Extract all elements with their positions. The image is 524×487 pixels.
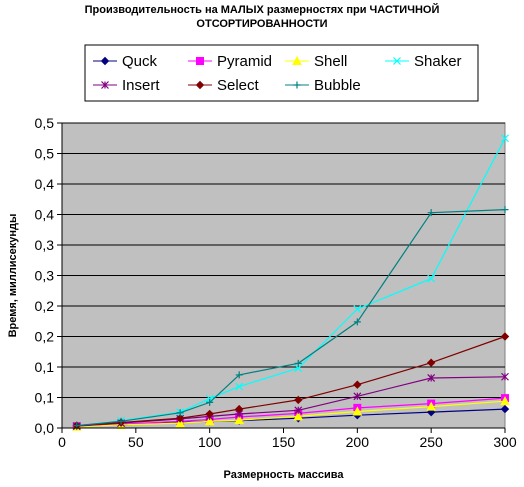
title-line: Производительность на МАЛЫХ размерностях…	[85, 3, 440, 16]
data-point-select	[234, 404, 244, 414]
data-point-bubble	[427, 209, 435, 217]
legend-item-select: Select	[188, 77, 260, 94]
title-line: ОТСОРТИРОВАННОСТИ	[196, 18, 327, 30]
legend-marker-quck	[100, 56, 110, 66]
data-point-shell	[204, 416, 215, 426]
y-tick-label: 0,0	[35, 420, 55, 436]
data-point-bubble	[117, 417, 125, 425]
y-tick-label: 0,2	[35, 298, 55, 314]
legend: Quck Pyramid Shell Shaker Insert Select Bubble	[84, 44, 479, 102]
y-tick-label: 0,1	[35, 390, 55, 406]
legend-label-insert: Insert	[122, 77, 160, 94]
data-point-bubble	[501, 206, 509, 214]
data-point-shell	[500, 396, 510, 406]
data-point-shell	[426, 401, 436, 411]
y-tick-label: 0,3	[35, 268, 55, 284]
x-tick-label: 100	[198, 434, 222, 450]
data-point-select	[500, 332, 510, 341]
legend-item-bubble: Bubble	[285, 77, 361, 94]
y-tick-label: 0,5	[35, 115, 55, 131]
axes: 0,0 0,1 0,1 0,2 0,2 0,3 0,3 0,4 0,4 0,5 0,5 0 50 100 1…	[7, 115, 517, 481]
y-tick-label: 0,5	[35, 146, 55, 162]
legend-marker-select	[195, 80, 205, 90]
data-point-insert	[353, 392, 362, 401]
data-point-select	[175, 414, 185, 423]
plot-area	[61, 122, 510, 431]
legend-label-shell: Shell	[314, 53, 347, 70]
x-tick-label: 0	[58, 434, 66, 450]
data-point-select	[353, 380, 362, 389]
data-point-insert	[427, 374, 436, 382]
data-point-shell	[293, 411, 304, 421]
y-axis-label: Время, миллисекунды	[7, 214, 19, 338]
data-point-insert	[294, 406, 303, 415]
chart-title: Производительность на МАЛЫХ размерностях…	[85, 3, 440, 30]
data-point-shell	[352, 406, 363, 416]
y-tick-label: 0,4	[35, 176, 55, 192]
legend-marker-bubble	[293, 81, 301, 89]
legend-label-shaker: Shaker	[414, 53, 462, 70]
data-point-bubble	[206, 398, 214, 406]
data-point-bubble	[294, 359, 302, 367]
legend-item-shell: Shell	[285, 53, 347, 70]
x-axis-label: Размерность массива	[224, 469, 345, 481]
legend-label-quck: Quck	[122, 53, 158, 70]
x-tick-label: 250	[419, 434, 443, 450]
legend-marker-insert	[101, 81, 109, 89]
data-point-shell	[175, 418, 185, 428]
data-point-insert	[501, 372, 509, 381]
series-shaker	[72, 134, 509, 431]
data-point-select	[294, 395, 303, 405]
data-point-bubble	[235, 371, 243, 379]
data-point-select	[205, 409, 214, 419]
legend-item-insert: Insert	[93, 77, 160, 94]
legend-box	[84, 44, 479, 102]
legend-item-pyramid: Pyramid	[188, 53, 272, 70]
legend-marker-pyramid	[196, 57, 204, 65]
legend-item-quck: Quck	[93, 53, 158, 70]
data-point-bubble	[176, 409, 184, 417]
data-point-shaker	[427, 274, 436, 283]
y-tick-label: 0,2	[35, 329, 55, 345]
data-point-select	[426, 358, 436, 367]
legend-label-select: Select	[217, 77, 260, 94]
data-point-quck	[500, 404, 510, 414]
legend-item-shaker: Shaker	[385, 53, 462, 70]
legend-marker-shaker	[393, 57, 401, 65]
legend-label-bubble: Bubble	[314, 77, 361, 94]
data-point-shaker	[353, 305, 362, 313]
x-tick-label: 150	[272, 434, 296, 450]
y-tick-label: 0,4	[35, 207, 55, 223]
data-point-shaker	[501, 134, 509, 143]
y-tick-label: 0,3	[35, 237, 55, 253]
data-point-shell	[234, 415, 245, 425]
series-bubble	[73, 206, 509, 430]
x-tick-label: 300	[493, 434, 517, 450]
legend-label-pyramid: Pyramid	[217, 53, 272, 70]
legend-marker-shell	[292, 55, 302, 65]
data-point-shaker	[294, 364, 303, 373]
data-point-shaker	[235, 382, 244, 391]
x-tick-label: 200	[346, 434, 370, 450]
data-point-bubble	[353, 318, 361, 326]
y-tick-label: 0,1	[35, 359, 55, 375]
x-tick-label: 50	[128, 434, 144, 450]
